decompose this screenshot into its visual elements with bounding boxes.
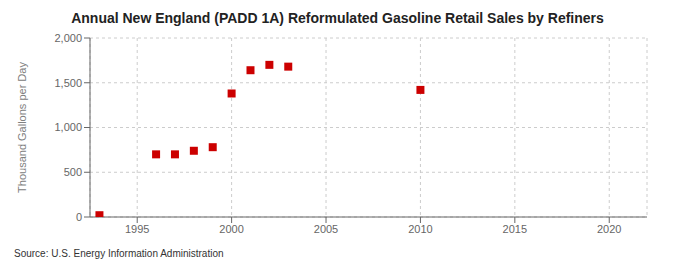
- html-text:Source: U.S. Energy Informatio: Source: U.S. Energy Information Administ…: [14, 248, 224, 259]
- svg-text:0: 0: [76, 211, 82, 223]
- svg-text:2005: 2005: [314, 223, 338, 235]
- svg-text:1995: 1995: [125, 223, 149, 235]
- svg-text:2020: 2020: [597, 223, 621, 235]
- svg-text:2000: 2000: [219, 223, 243, 235]
- svg-text:2015: 2015: [503, 223, 527, 235]
- svg-text:2,000: 2,000: [54, 32, 82, 44]
- svg-text:Thousand Gallons per Day: Thousand Gallons per Day: [16, 62, 28, 193]
- svg-text:500: 500: [64, 166, 82, 178]
- html-text:Annual New England (PADD 1A) R: Annual New England (PADD 1A) Reformulate…: [71, 10, 604, 26]
- svg-text:2010: 2010: [408, 223, 432, 235]
- svg-text:1,000: 1,000: [54, 121, 82, 133]
- svg-text:1,500: 1,500: [54, 77, 82, 89]
